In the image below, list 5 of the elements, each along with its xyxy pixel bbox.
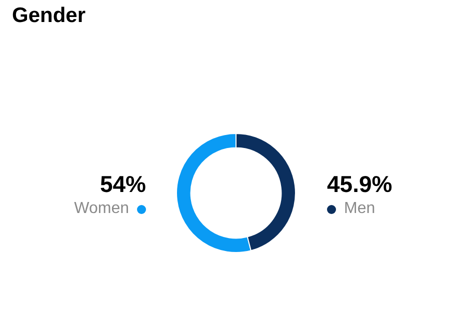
chart-title: Gender: [12, 4, 86, 28]
data-label: 54%: [98, 170, 146, 198]
data-label: 45.9%: [327, 170, 392, 198]
slice-label: Women: [74, 199, 129, 219]
legend-label: Men: [344, 199, 376, 219]
